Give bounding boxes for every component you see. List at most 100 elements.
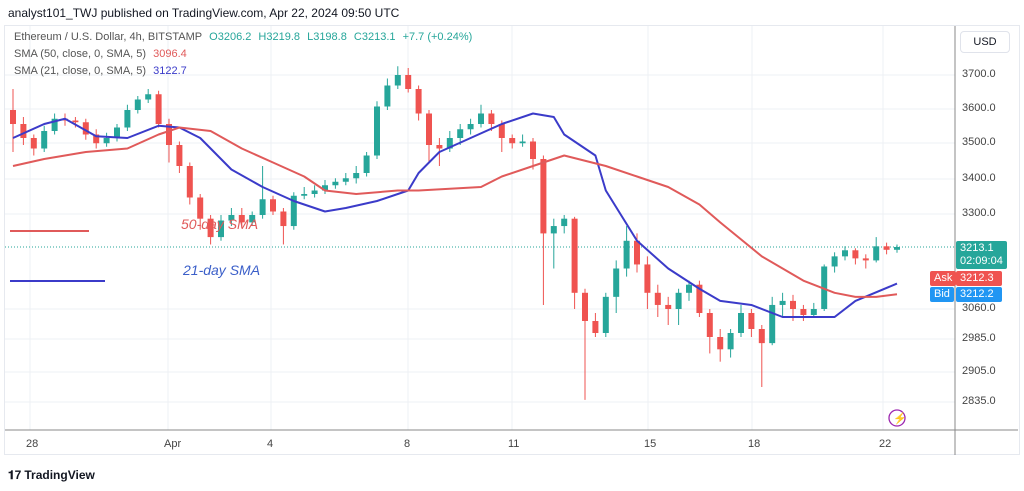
x-tick-label: Apr — [164, 438, 182, 450]
candle-body — [145, 94, 152, 100]
legend-symbol-row: Ethereum / U.S. Dollar, 4h, BITSTAMP O32… — [14, 31, 476, 43]
candle-body — [530, 141, 536, 159]
candle-body — [322, 185, 328, 191]
candle-body — [176, 145, 183, 166]
candle-body — [93, 134, 100, 144]
candle-body — [550, 226, 557, 234]
candle-body — [810, 309, 817, 315]
candle-body — [852, 250, 859, 259]
symbol-title[interactable]: Ethereum / U.S. Dollar, 4h, BITSTAMP — [14, 31, 203, 43]
candle-body — [197, 197, 204, 219]
y-tick-label: 3600.0 — [962, 102, 996, 114]
candle-body — [446, 138, 453, 149]
y-tick-label: 2835.0 — [962, 395, 996, 407]
bid-tag: Bid — [930, 287, 954, 302]
candle-body — [509, 138, 516, 144]
candle-body — [332, 181, 339, 186]
candle-body — [613, 268, 620, 297]
candle-body — [259, 199, 266, 215]
sma50-value: 3096.4 — [153, 48, 187, 60]
candle-body — [405, 75, 412, 89]
candle-body — [800, 309, 807, 315]
y-tick-label: 2905.0 — [962, 365, 996, 377]
candle-body — [519, 141, 526, 144]
candle-body — [103, 138, 110, 144]
low-value: L3198.8 — [307, 31, 347, 43]
candle-body — [51, 118, 58, 131]
candle-body — [10, 110, 16, 124]
candle-body — [342, 178, 349, 182]
legend-sma50-row[interactable]: SMA (50, close, 0, SMA, 5) 3096.4 — [14, 48, 191, 60]
candle-body — [72, 120, 79, 123]
candle-body — [644, 264, 651, 293]
chart-frame — [4, 25, 1020, 455]
candle-body — [675, 292, 682, 309]
sma21-annotation: 21-day SMA — [183, 262, 261, 278]
candle-body — [270, 199, 276, 212]
candle-body — [686, 284, 692, 293]
candle-body — [592, 321, 599, 333]
candle-body — [249, 215, 256, 223]
candle-body — [467, 124, 474, 130]
candle-body — [394, 75, 401, 86]
candle-body — [384, 85, 391, 107]
candle-body — [894, 247, 900, 250]
candle-body — [228, 215, 235, 221]
candle-body — [20, 124, 27, 138]
y-tick-label: 2985.0 — [962, 332, 996, 344]
sma21-line — [12, 112, 898, 318]
tv-logo-icon: 𝟏7 — [8, 468, 22, 482]
candle-body — [478, 113, 484, 124]
candle-body — [706, 313, 713, 337]
y-tick-label: 3500.0 — [962, 136, 996, 148]
sma50-line — [12, 126, 898, 298]
candle-body — [862, 258, 869, 261]
ask-tag: Ask — [930, 271, 957, 286]
last-price-label: 3213.1 02:09:04 — [956, 241, 1007, 269]
candle-body — [301, 194, 308, 196]
candle-body — [41, 131, 48, 149]
currency-button[interactable]: USD — [960, 31, 1010, 53]
candle-body — [540, 159, 547, 234]
candle-body — [353, 173, 360, 179]
candle-body — [457, 129, 464, 138]
x-tick-label: 28 — [26, 438, 39, 450]
lightning-icon: ⚡ — [893, 412, 907, 425]
candle-body — [727, 333, 734, 350]
candle-body — [498, 124, 505, 138]
x-tick-label: 8 — [404, 438, 411, 450]
candle-body — [758, 329, 765, 344]
candle-body — [374, 106, 380, 156]
candle-body — [738, 313, 744, 333]
candle-body — [748, 313, 755, 329]
candle-body — [114, 127, 120, 138]
candle-body — [571, 218, 578, 293]
y-tick-label: 3300.0 — [962, 207, 996, 219]
tradingview-logo[interactable]: 𝟏7 TradingView — [8, 468, 95, 483]
x-tick-label: 11 — [508, 438, 520, 450]
sma21-value: 3122.7 — [153, 65, 187, 77]
y-tick-label: 3060.0 — [962, 302, 996, 314]
lightning-icon — [888, 409, 906, 427]
high-value: H3219.8 — [258, 31, 301, 43]
candle-body — [717, 337, 724, 350]
candle-body — [124, 110, 131, 128]
y-tick-label: 3700.0 — [962, 68, 996, 80]
candle-body — [665, 304, 672, 309]
sma50-annotation: 50-day SMA — [181, 216, 259, 232]
candle-body — [654, 292, 661, 305]
legend-sma21-row[interactable]: SMA (21, close, 0, SMA, 5) 3122.7 — [14, 65, 191, 77]
change-value: +7.7 (+0.24%) — [402, 31, 473, 43]
candle-body — [238, 215, 245, 223]
sma50-label: SMA (50, close, 0, SMA, 5) — [14, 48, 147, 60]
candle-body — [82, 122, 89, 135]
candle-body — [831, 256, 838, 267]
candle-body — [873, 246, 880, 261]
candle-body — [769, 304, 776, 344]
open-value: O3206.2 — [209, 31, 252, 43]
candle-body — [779, 300, 786, 305]
last-price: 3213.1 — [960, 242, 994, 254]
candle-body — [634, 240, 640, 265]
candle-body — [436, 145, 443, 149]
